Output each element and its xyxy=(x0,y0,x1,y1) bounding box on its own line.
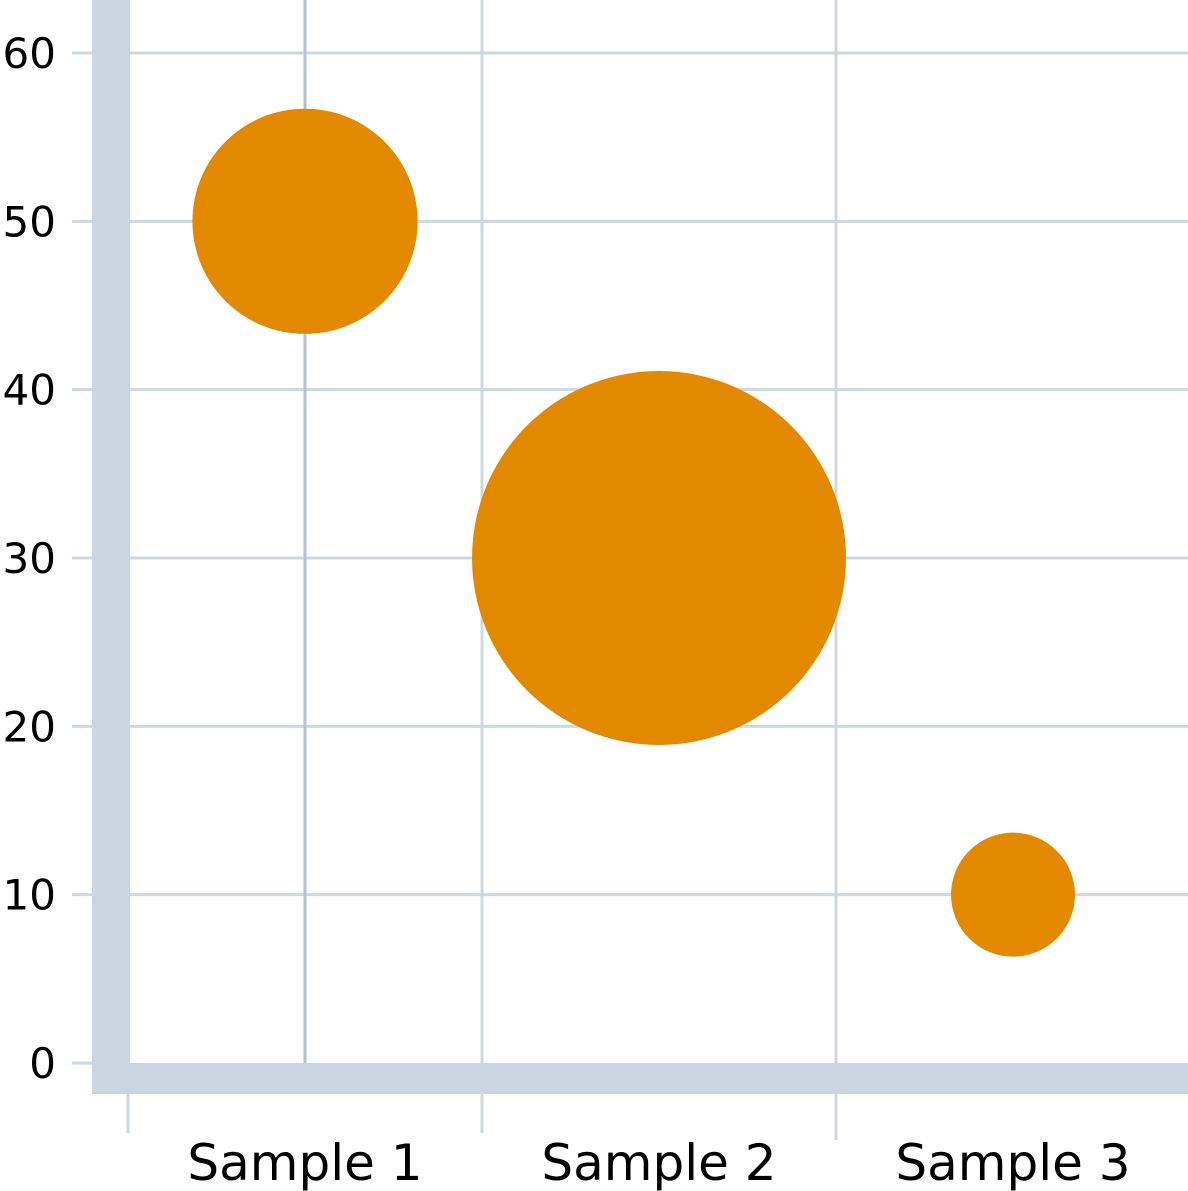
y-tick-labels: 0 10 20 30 40 50 60 xyxy=(3,29,56,1088)
y-tick-label: 30 xyxy=(3,534,56,583)
bubble-1 xyxy=(192,108,418,334)
y-tick-label: 60 xyxy=(3,29,56,78)
bubble-2 xyxy=(472,371,846,745)
y-tick-label: 20 xyxy=(3,702,56,751)
y-axis-bar xyxy=(92,0,130,1094)
y-tick-label: 40 xyxy=(3,366,56,415)
y-tick-label: 10 xyxy=(3,871,56,920)
bubble-3 xyxy=(951,832,1075,957)
x-axis-bar xyxy=(92,1063,1188,1094)
y-tick-label: 50 xyxy=(3,197,56,246)
x-tick-label: Sample 3 xyxy=(895,1134,1130,1191)
x-tick-labels: Sample 1 Sample 2 Sample 3 xyxy=(187,1134,1130,1191)
x-tick-label: Sample 1 xyxy=(187,1134,422,1191)
y-tick-label: 0 xyxy=(29,1039,56,1088)
bubbles xyxy=(192,108,1075,957)
x-tick-label: Sample 2 xyxy=(541,1134,776,1191)
